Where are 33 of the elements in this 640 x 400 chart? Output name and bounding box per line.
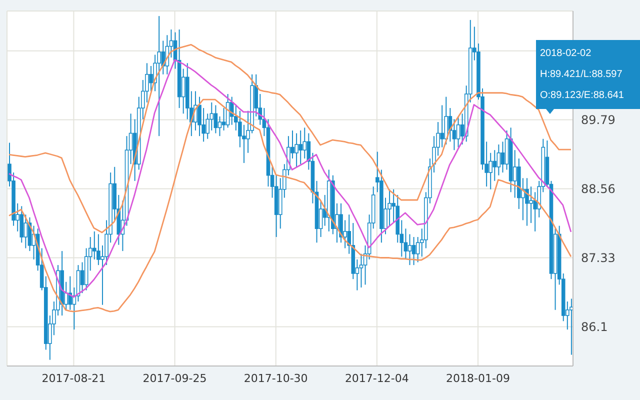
candlestick bbox=[444, 96, 448, 145]
annotation: O:89.123/E:88.641 bbox=[540, 89, 625, 103]
x-tick-label: 2017-09-25 bbox=[142, 372, 207, 385]
candlestick bbox=[416, 236, 420, 263]
candlestick bbox=[496, 144, 501, 176]
x-tick-label: 2018-01-09 bbox=[446, 372, 510, 385]
candlestick bbox=[157, 16, 161, 137]
candlestick bbox=[452, 118, 456, 151]
x-tick-label: 2017-10-30 bbox=[244, 372, 308, 385]
x-tick-label: 2017-12-04 bbox=[344, 372, 409, 385]
candlestick bbox=[149, 65, 153, 92]
candlestick bbox=[359, 253, 364, 288]
annotation: H:89.421/L:88.597 bbox=[540, 68, 624, 82]
candlestick bbox=[529, 186, 533, 224]
candlestick bbox=[525, 178, 529, 226]
candlestick bbox=[24, 214, 28, 249]
candlestick bbox=[500, 141, 505, 174]
x-tick-label: 2017-08-21 bbox=[42, 372, 106, 385]
candlestick bbox=[298, 130, 302, 165]
candlestick bbox=[412, 236, 416, 266]
candlestick bbox=[456, 116, 460, 148]
candlestick bbox=[218, 116, 222, 137]
candlestick bbox=[492, 150, 497, 182]
y-tick-label: 87.33 bbox=[581, 251, 616, 266]
line-series bbox=[8, 98, 572, 312]
candlestick bbox=[408, 234, 412, 266]
annotation: 2018-02-02 bbox=[540, 47, 592, 61]
candlestick bbox=[294, 132, 298, 168]
candlestick bbox=[214, 104, 218, 134]
candlestick bbox=[440, 104, 444, 148]
y-tick-label: 89.79 bbox=[581, 113, 616, 128]
y-tick-label: 88.56 bbox=[581, 182, 616, 196]
y-tick-label: 86.1 bbox=[581, 320, 608, 334]
